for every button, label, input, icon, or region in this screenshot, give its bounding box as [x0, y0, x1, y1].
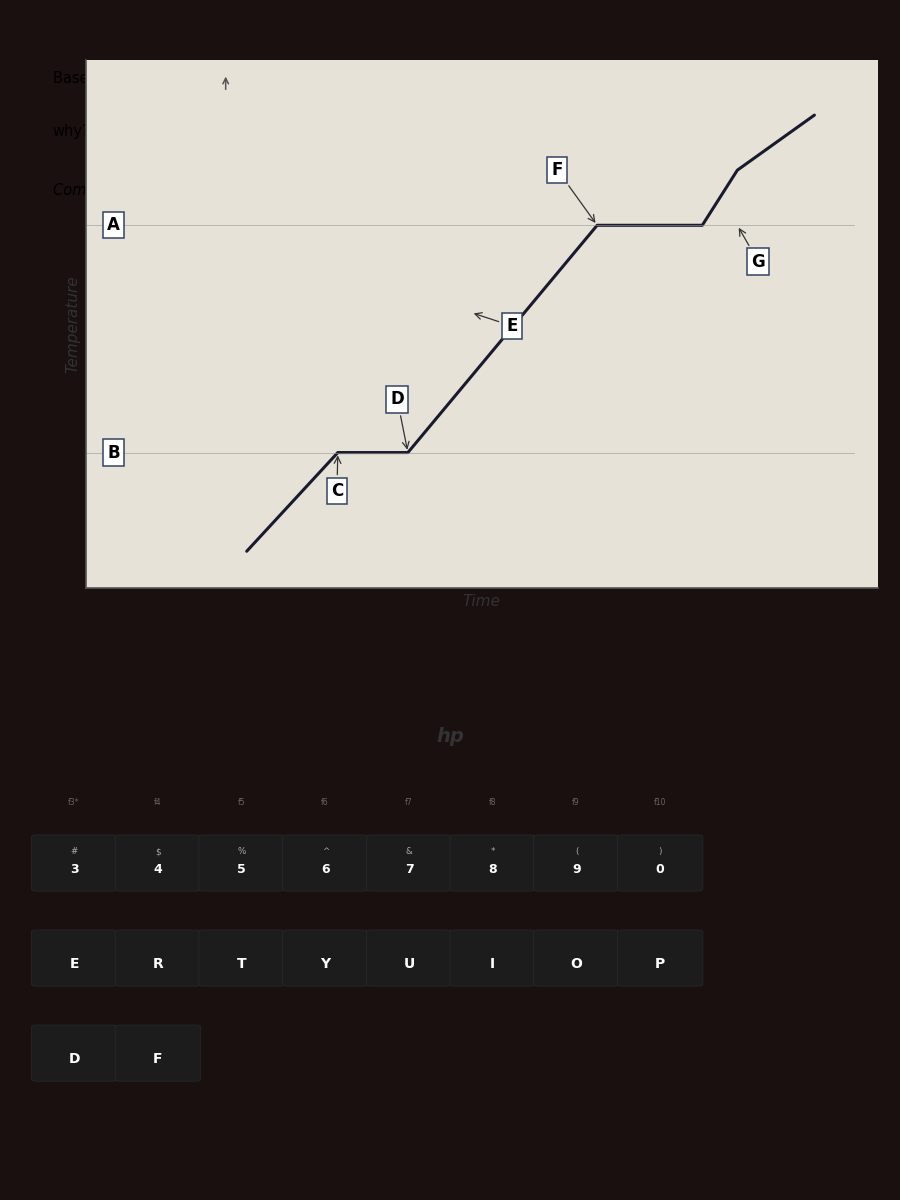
FancyBboxPatch shape [534, 835, 619, 892]
Text: 9: 9 [572, 863, 580, 876]
Text: &: & [406, 847, 412, 856]
Text: f6: f6 [321, 798, 328, 808]
Text: G: G [740, 229, 765, 271]
Text: hp: hp [436, 727, 464, 745]
FancyBboxPatch shape [32, 835, 117, 892]
Text: f9: f9 [572, 798, 580, 808]
FancyBboxPatch shape [283, 835, 368, 892]
Text: O: O [571, 958, 582, 971]
FancyBboxPatch shape [32, 1025, 117, 1081]
Text: T: T [237, 958, 247, 971]
Text: 4: 4 [154, 863, 162, 876]
Text: %: % [238, 847, 246, 856]
Text: #: # [70, 847, 78, 856]
Text: f5: f5 [238, 798, 245, 808]
FancyBboxPatch shape [366, 835, 452, 892]
Text: Based on the graph below, is this graph an endothermic or exothermic graph and: Based on the graph below, is this graph … [52, 71, 652, 86]
FancyBboxPatch shape [115, 930, 201, 986]
FancyBboxPatch shape [115, 1025, 201, 1081]
FancyBboxPatch shape [450, 930, 536, 986]
Text: 3: 3 [70, 863, 78, 876]
Text: B: B [107, 444, 120, 462]
Text: 6: 6 [321, 863, 329, 876]
FancyBboxPatch shape [283, 930, 368, 986]
Text: ): ) [659, 847, 662, 856]
FancyBboxPatch shape [450, 835, 536, 892]
Text: f10: f10 [653, 798, 666, 808]
Text: F: F [552, 161, 595, 222]
Text: D: D [68, 1052, 80, 1067]
FancyBboxPatch shape [617, 930, 703, 986]
Text: F: F [153, 1052, 163, 1067]
Text: *: * [491, 847, 495, 856]
FancyBboxPatch shape [199, 835, 284, 892]
Text: f3*: f3* [68, 798, 79, 808]
Text: I: I [491, 958, 495, 971]
Text: R: R [153, 958, 163, 971]
X-axis label: Time: Time [463, 594, 500, 608]
Text: why?: why? [52, 124, 90, 139]
FancyBboxPatch shape [32, 930, 117, 986]
Text: f8: f8 [489, 798, 496, 808]
FancyBboxPatch shape [366, 930, 452, 986]
Text: ^: ^ [321, 847, 329, 856]
Text: Y: Y [320, 958, 330, 971]
FancyBboxPatch shape [617, 835, 703, 892]
Text: f7: f7 [405, 798, 412, 808]
FancyBboxPatch shape [199, 930, 284, 986]
Text: 7: 7 [405, 863, 413, 876]
Text: $: $ [155, 847, 161, 856]
Text: E: E [475, 313, 518, 335]
Text: U: U [403, 958, 415, 971]
Text: Compare and contrast how energy is used by the molecules in segments D and E.: Compare and contrast how energy is used … [52, 182, 654, 198]
FancyBboxPatch shape [115, 835, 201, 892]
Text: C: C [331, 457, 343, 500]
Text: (: ( [575, 847, 578, 856]
Text: 8: 8 [489, 863, 497, 876]
Text: D: D [391, 390, 409, 449]
Text: E: E [69, 958, 79, 971]
FancyBboxPatch shape [534, 930, 619, 986]
Y-axis label: Temperature: Temperature [65, 275, 80, 373]
Text: 5: 5 [238, 863, 246, 876]
Text: 0: 0 [656, 863, 664, 876]
Text: P: P [655, 958, 665, 971]
Text: f4: f4 [154, 798, 161, 808]
Text: A: A [107, 216, 120, 234]
